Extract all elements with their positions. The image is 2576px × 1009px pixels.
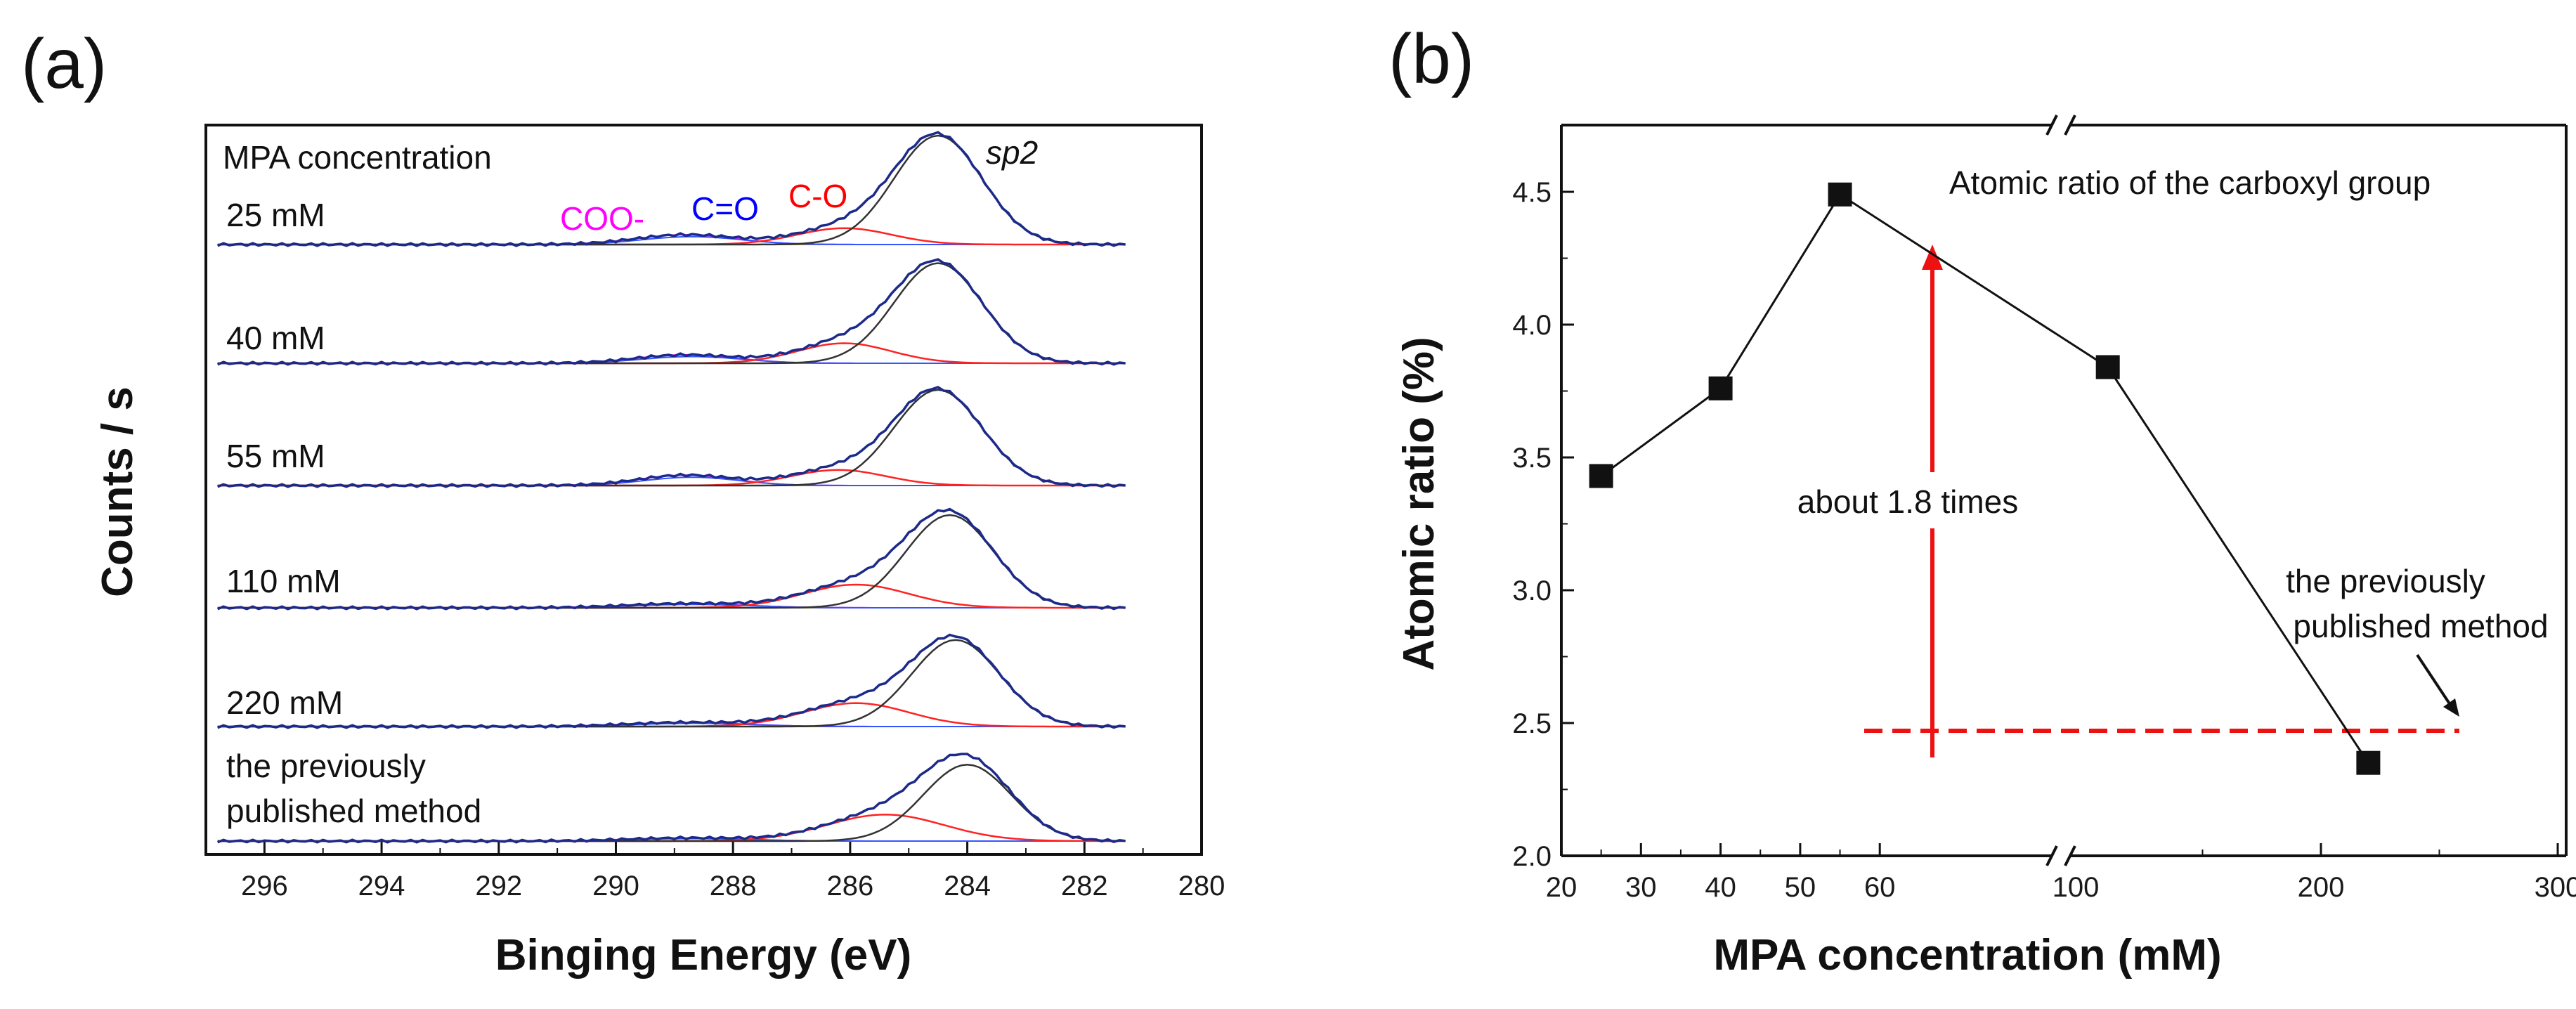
series-label-110mM: 110 mM (226, 563, 341, 599)
peak-label-coo: COO- (560, 200, 644, 237)
reference-label-line2: published method (2293, 608, 2548, 644)
sp2-component (217, 514, 1126, 609)
reference-pointer-head (2443, 698, 2459, 717)
panel-b-label: (b) (1388, 20, 1474, 98)
x-tick-label-right-1: 300 (2535, 872, 2576, 903)
spectrum-envelope (217, 753, 1126, 844)
data-point-4 (2356, 750, 2381, 775)
panel-b: (b) 2.0 2.5 3.0 3.5 4.0 4.5 20 30 40 50 60 100 200 30… (1388, 20, 2576, 979)
y-tick-label-0: 2.0 (1512, 841, 1552, 872)
y-tick-label-1: 2.5 (1512, 708, 1552, 739)
data-point-2 (1828, 182, 1852, 207)
series-label-previous-line2: published method (226, 793, 481, 829)
reference-pointer-line (2416, 653, 2454, 710)
panel-b-ticks: 2.0 2.5 3.0 3.5 4.0 4.5 20 30 40 50 60 100 200 300 (1512, 177, 2576, 903)
y-tick-label-5: 4.5 (1512, 177, 1552, 208)
spectrum-1 (217, 258, 1126, 366)
x-tick-label-left-2: 40 (1705, 872, 1736, 903)
spectrum-4 (217, 633, 1126, 729)
series-label-55mM: 55 mM (226, 438, 325, 474)
x-tick-label-a-5: 286 (827, 871, 874, 901)
panel-a-spectra (217, 131, 1126, 844)
panel-b-data (1589, 182, 2381, 775)
panel-a: (a) 296 294 292 290 288 286 284 282 280 MPA conc… (21, 25, 1225, 979)
reference-label-line1: the previously (2286, 563, 2485, 599)
x-tick-label-a-7: 282 (1061, 871, 1108, 901)
ratio-arrow-head (1922, 245, 1943, 270)
x-tick-label-a-4: 288 (710, 871, 757, 901)
data-point-3 (2095, 355, 2120, 379)
spectrum-envelope (217, 131, 1126, 247)
x-tick-label-a-0: 296 (241, 871, 288, 901)
x-tick-label-left-1: 30 (1625, 872, 1657, 903)
series-label-previous-line1: the previously (226, 748, 426, 784)
spectrum-5 (217, 753, 1126, 844)
axis-break-mark (2045, 115, 2058, 136)
panel-a-y-axis-title: Counts / s (93, 386, 142, 597)
panel-b-y-axis-title: Atomic ratio (%) (1395, 337, 1443, 670)
spectrum-3 (217, 507, 1126, 611)
x-tick-label-left-4: 60 (1864, 872, 1896, 903)
annotation-bg (1767, 472, 2048, 528)
c-o-component (217, 342, 1126, 365)
panel-a-label: (a) (21, 25, 107, 103)
spectrum-0 (217, 131, 1126, 247)
peak-label-c-o: C-O (788, 178, 847, 214)
data-point-0 (1589, 464, 1613, 488)
x-tick-label-left-0: 20 (1546, 872, 1578, 903)
x-tick-label-left-3: 50 (1785, 872, 1816, 903)
peak-label-c-double-o: C=O (691, 190, 759, 227)
x-tick-label-100: 100 (2053, 872, 2100, 903)
panel-a-x-axis-title: Binging Energy (eV) (495, 931, 911, 979)
peak-label-sp2: sp2 (986, 134, 1038, 171)
spectrum-envelope (217, 633, 1126, 729)
panel-b-frame (1560, 115, 2568, 866)
spectrum-envelope (217, 507, 1126, 611)
x-tick-label-a-6: 284 (944, 871, 991, 901)
sp2-component (217, 639, 1126, 728)
axis-break-mark (2064, 845, 2076, 866)
panel-b-legend: Atomic ratio of the carboxyl group (1949, 164, 2431, 201)
series-label-220mM: 220 mM (226, 684, 343, 721)
x-tick-label-right-0: 200 (2298, 872, 2345, 903)
x-tick-label-a-3: 290 (592, 871, 639, 901)
x-tick-label-a-2: 292 (475, 871, 522, 901)
series-label-40mM: 40 mM (226, 320, 325, 356)
x-tick-label-a-8: 280 (1178, 871, 1225, 901)
data-point-1 (1708, 376, 1733, 401)
y-tick-label-3: 3.5 (1512, 443, 1552, 474)
x-tick-label-a-1: 294 (358, 871, 405, 901)
y-tick-label-2: 3.0 (1512, 575, 1552, 606)
axis-break-mark (2064, 115, 2076, 136)
spectrum-2 (217, 386, 1126, 488)
series-label-25mM: 25 mM (226, 197, 325, 233)
panel-a-frame (204, 124, 1203, 856)
spectrum-envelope (217, 386, 1126, 488)
spectrum-envelope (217, 258, 1126, 366)
legend-title: MPA concentration (223, 139, 492, 176)
panel-a-x-ticks: 296 294 292 290 288 286 284 282 280 (205, 842, 1225, 901)
axis-break-mark (2045, 845, 2058, 866)
panel-b-x-axis-title: MPA concentration (mM) (1713, 931, 2221, 979)
y-tick-label-4: 4.0 (1512, 310, 1552, 341)
ratio-annotation: about 1.8 times (1797, 483, 2019, 520)
